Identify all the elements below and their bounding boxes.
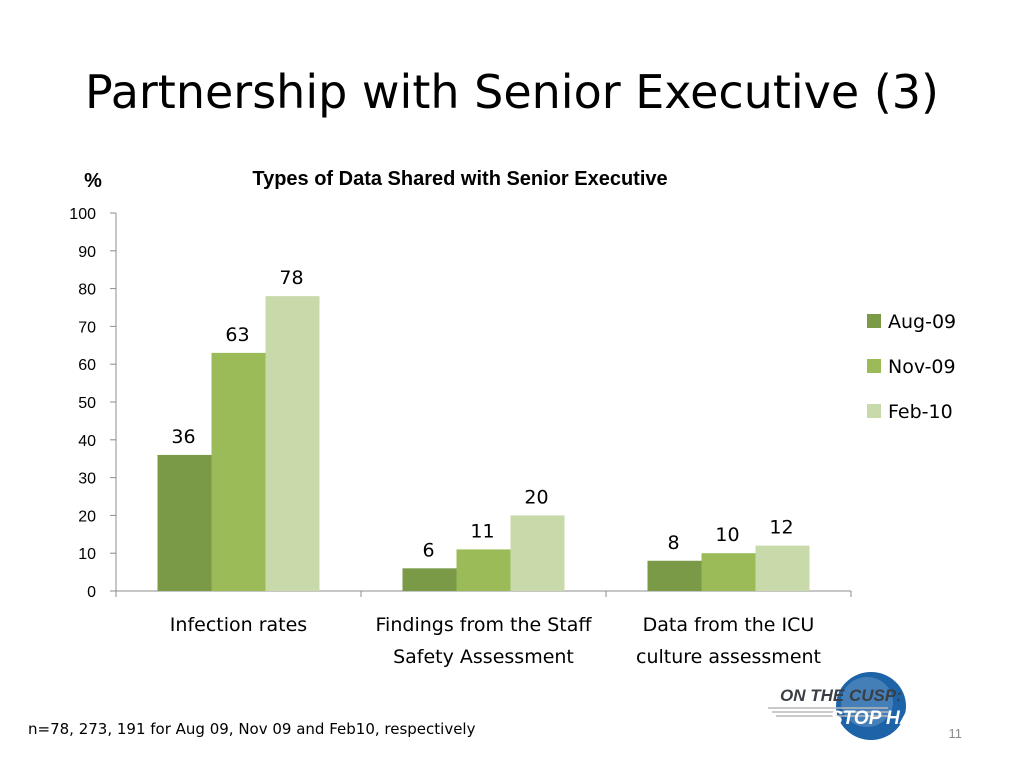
chart-legend: Aug-09 Nov-09 Feb-10: [867, 311, 956, 423]
category-label: culture assessment: [636, 646, 821, 668]
y-axis-label: %: [84, 170, 102, 192]
y-tick-label: 50: [78, 395, 96, 412]
data-label: 78: [279, 267, 303, 289]
bar: [510, 515, 565, 591]
bar-chart: Types of Data Shared with Senior Executi…: [69, 168, 956, 668]
legend-swatch: [867, 404, 881, 418]
bar: [701, 553, 756, 591]
data-label: 36: [171, 426, 195, 448]
category-label: Safety Assessment: [393, 646, 574, 668]
data-label: 12: [769, 517, 793, 539]
y-tick-label: 20: [78, 508, 96, 525]
y-tick-label: 30: [78, 471, 96, 488]
y-tick-label: 0: [87, 584, 96, 601]
legend-label: Nov-09: [888, 356, 956, 378]
chart-labels: Types of Data Shared with Senior Executi…: [69, 168, 821, 668]
data-label: 63: [225, 324, 249, 346]
legend-swatch: [867, 314, 881, 328]
bar: [157, 454, 212, 591]
chart-title: Types of Data Shared with Senior Executi…: [252, 168, 667, 190]
y-tick-label: 100: [69, 206, 96, 223]
bar: [647, 560, 702, 591]
legend-swatch: [867, 359, 881, 373]
category-label: Infection rates: [170, 614, 307, 636]
category-label: Findings from the Staff: [376, 614, 593, 636]
data-label: 10: [715, 524, 739, 546]
logo-line2: STOP HAI: [830, 708, 919, 729]
data-label: 20: [524, 486, 548, 508]
chart-bars: [157, 296, 810, 591]
footnote: n=78, 273, 191 for Aug 09, Nov 09 and Fe…: [28, 720, 476, 738]
y-tick-label: 90: [78, 244, 96, 261]
bar: [456, 549, 511, 591]
legend-label: Feb-10: [888, 401, 953, 423]
y-tick-label: 80: [78, 282, 96, 299]
bar: [755, 545, 810, 591]
data-label: 6: [422, 539, 434, 561]
bar: [402, 568, 457, 591]
logo-line1: ON THE CUSP:: [780, 686, 902, 705]
slide-title: Partnership with Senior Executive (3): [85, 65, 939, 119]
on-the-cusp-logo: ON THE CUSP: STOP HAI: [768, 672, 919, 740]
bar: [265, 296, 320, 591]
y-tick-label: 60: [78, 357, 96, 374]
y-tick-label: 10: [78, 546, 96, 563]
data-label: 11: [470, 520, 494, 542]
category-label: Data from the ICU: [643, 614, 815, 636]
page-number: 11: [948, 726, 963, 741]
y-tick-label: 40: [78, 433, 96, 450]
bar: [211, 352, 266, 591]
legend-label: Aug-09: [888, 311, 956, 333]
data-label: 8: [667, 532, 679, 554]
y-tick-label: 70: [78, 319, 96, 336]
